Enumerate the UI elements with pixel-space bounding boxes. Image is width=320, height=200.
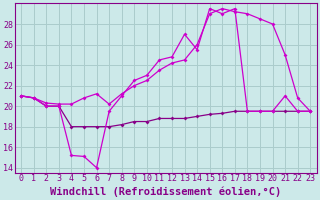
X-axis label: Windchill (Refroidissement éolien,°C): Windchill (Refroidissement éolien,°C) — [50, 186, 281, 197]
